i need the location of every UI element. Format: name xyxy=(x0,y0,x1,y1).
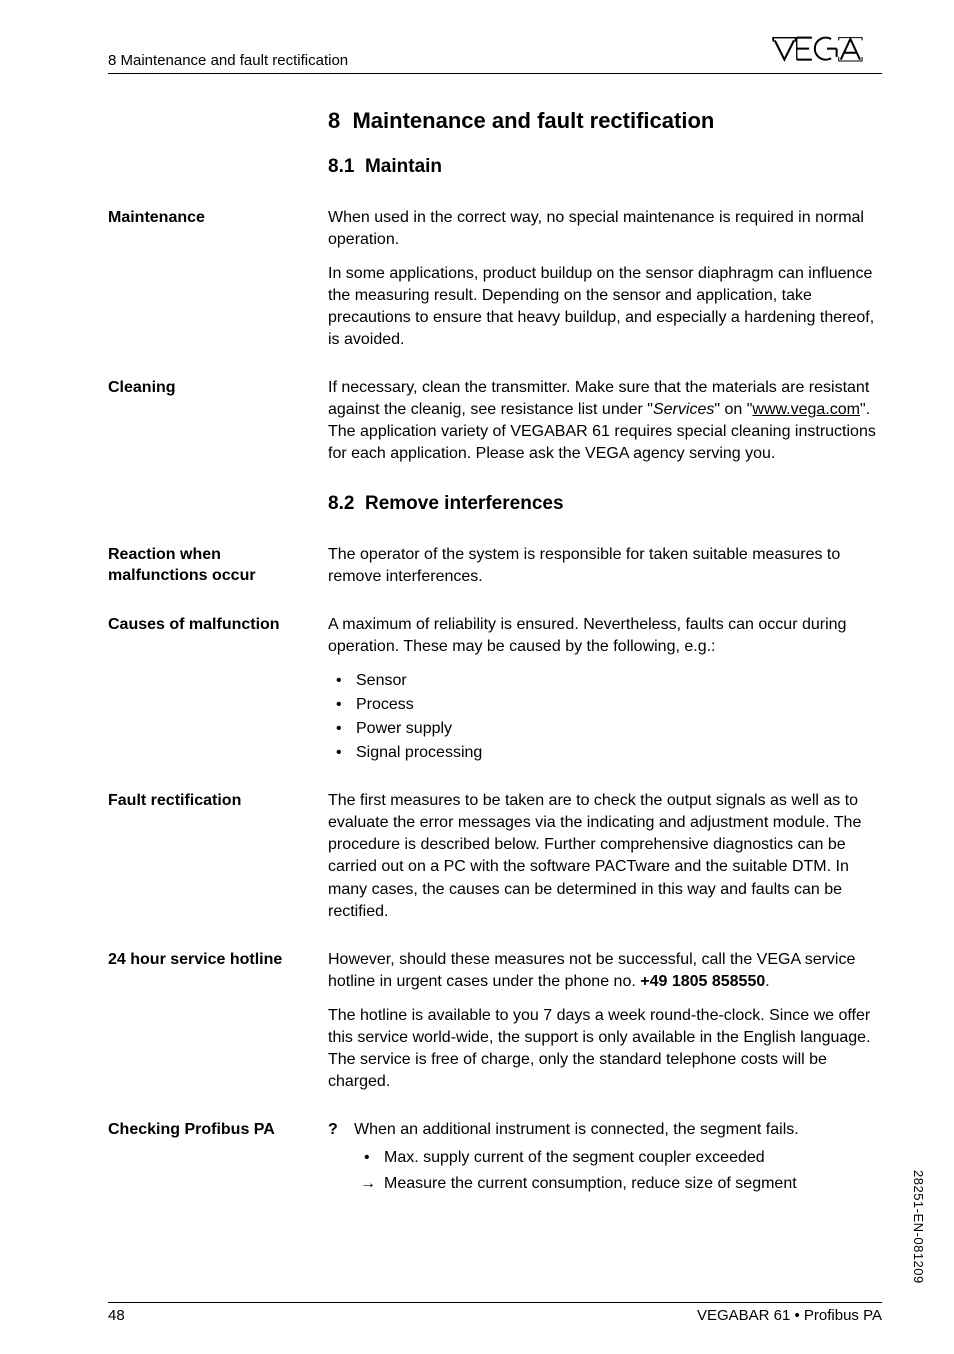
vega-logo-icon xyxy=(772,36,882,69)
profibus-arrow: Measure the current consumption, reduce … xyxy=(328,1173,882,1195)
footer-doc: VEGABAR 61 • Profibus PA xyxy=(697,1307,882,1324)
page-footer: 48 VEGABAR 61 • Profibus PA xyxy=(108,1302,882,1324)
page-number: 48 xyxy=(108,1307,125,1324)
maintenance-p2: In some applications, product buildup on… xyxy=(328,263,882,351)
section-title: Maintenance and fault rectification xyxy=(352,108,714,133)
header-section-title: 8 Maintenance and fault rectification xyxy=(108,52,348,69)
list-item: Sensor xyxy=(328,670,882,692)
causes-list: Sensor Process Power supply Signal proce… xyxy=(328,670,882,764)
document-code: 28251-EN-081209 xyxy=(911,1170,926,1284)
hotline-phone: +49 1805 858550 xyxy=(640,973,765,990)
profibus-question: ? When an additional instrument is conne… xyxy=(328,1119,882,1141)
section-heading: 8 Maintenance and fault rectification xyxy=(328,106,882,136)
question-mark-icon: ? xyxy=(328,1119,338,1141)
hotline-p1: However, should these measures not be su… xyxy=(328,949,882,993)
label-maintenance: Maintenance xyxy=(108,207,328,363)
label-reaction: Reaction when malfunctions occur xyxy=(108,544,328,600)
cleaning-p1: If necessary, clean the transmitter. Mak… xyxy=(328,377,882,465)
label-profibus: Checking Profibus PA xyxy=(108,1119,328,1199)
profibus-bullet: Max. supply current of the segment coupl… xyxy=(328,1147,882,1169)
label-hotline: 24 hour service hotline xyxy=(108,949,328,1105)
causes-p1: A maximum of reliability is ensured. Nev… xyxy=(328,614,882,658)
label-cleaning: Cleaning xyxy=(108,377,328,477)
subsection-heading-1: 8.1 Maintain xyxy=(328,154,882,180)
vega-url: www.vega.com xyxy=(752,401,860,418)
subsection-heading-2: 8.2 Remove interferences xyxy=(328,491,882,517)
list-item: Process xyxy=(328,694,882,716)
list-item: Signal processing xyxy=(328,742,882,764)
page-header: 8 Maintenance and fault rectification xyxy=(108,36,882,74)
maintenance-p1: When used in the correct way, no special… xyxy=(328,207,882,251)
list-item: Power supply xyxy=(328,718,882,740)
hotline-p2: The hotline is available to you 7 days a… xyxy=(328,1005,882,1093)
reaction-p1: The operator of the system is responsibl… xyxy=(328,544,882,588)
label-causes: Causes of malfunction xyxy=(108,614,328,776)
fault-p1: The first measures to be taken are to ch… xyxy=(328,790,882,922)
label-fault: Fault rectification xyxy=(108,790,328,934)
section-number: 8 xyxy=(328,108,340,133)
